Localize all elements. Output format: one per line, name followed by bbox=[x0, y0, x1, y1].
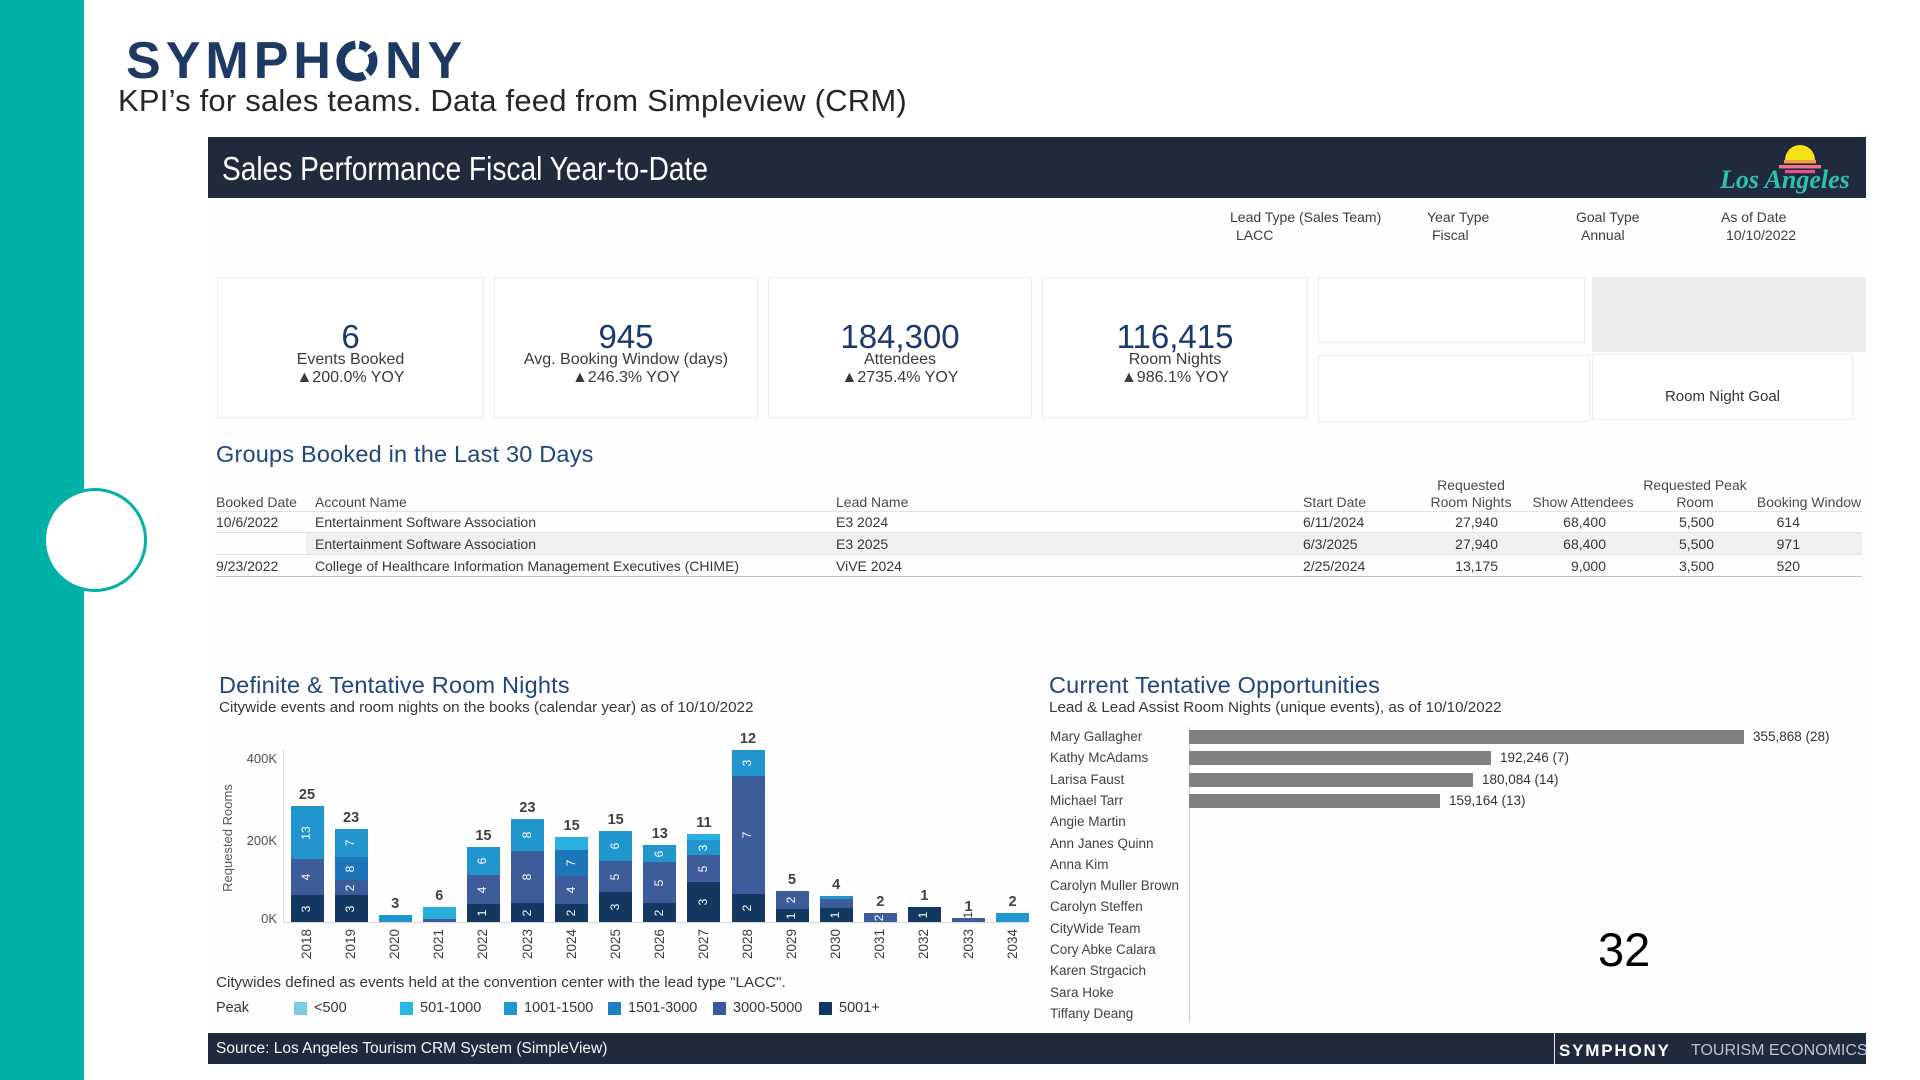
svg-text:Los Angeles: Los Angeles bbox=[1719, 165, 1850, 194]
